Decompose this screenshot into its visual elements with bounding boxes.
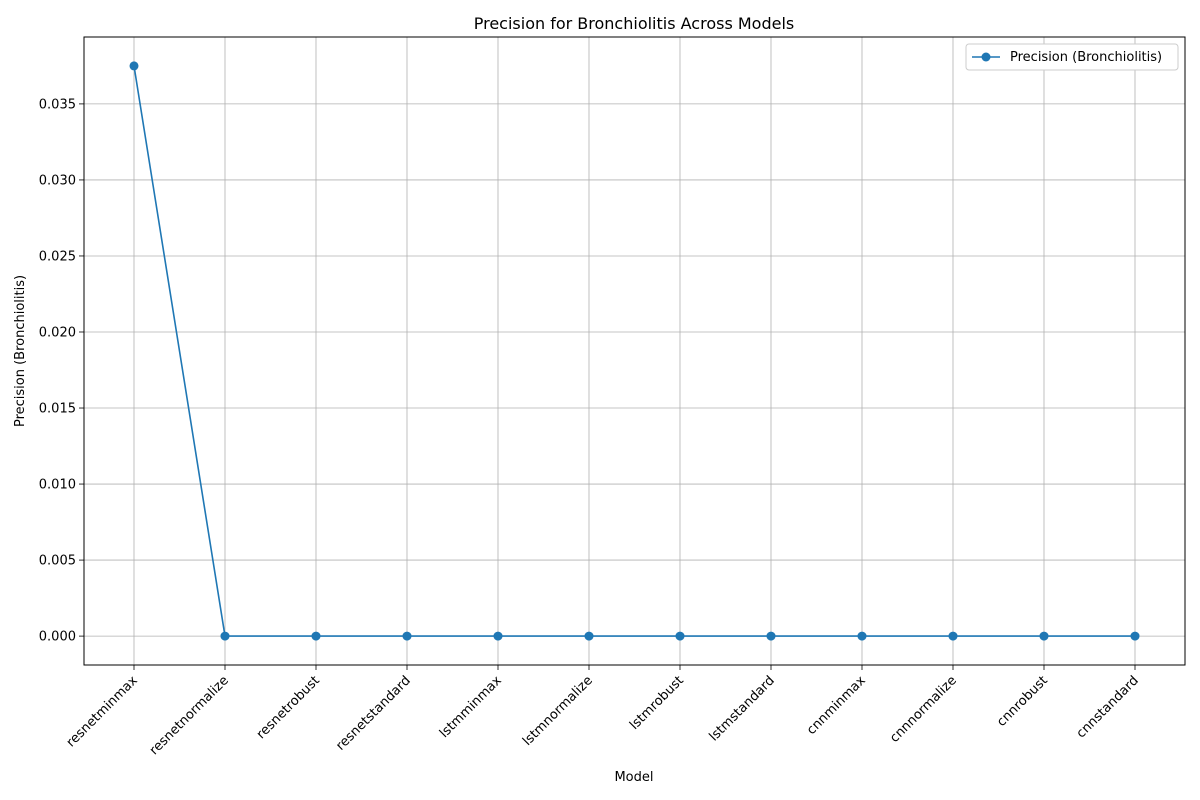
chart-title: Precision for Bronchiolitis Across Model… <box>474 14 795 33</box>
y-tick-label: 0.030 <box>39 173 76 188</box>
series-line <box>133 65 1135 637</box>
legend: Precision (Bronchiolitis) <box>965 43 1179 71</box>
data-point-lstmrobust <box>675 631 685 641</box>
data-point-cnnminmax <box>857 631 867 641</box>
y-tick-label: 0.010 <box>39 478 76 493</box>
data-point-resnetrobust <box>311 631 321 641</box>
data-point-cnnstandard <box>1130 631 1140 641</box>
x-axis-label: Model <box>614 770 653 785</box>
series-layer <box>129 61 1140 641</box>
data-point-cnnrobust <box>1039 631 1049 641</box>
data-point-cnnnormalize <box>948 631 958 641</box>
data-point-lstmminmax <box>493 631 503 641</box>
legend-box <box>965 43 1179 71</box>
data-point-lstmstandard <box>766 631 776 641</box>
data-point-resnetminmax <box>129 61 139 71</box>
y-tick-label: 0.025 <box>39 249 76 264</box>
y-tick-label: 0.005 <box>39 554 76 569</box>
data-point-lstmnormalize <box>584 631 594 641</box>
legend-marker-sample <box>981 52 991 62</box>
data-point-resnetstandard <box>402 631 412 641</box>
y-tick-label: 0.000 <box>39 630 76 645</box>
y-tick-label: 0.015 <box>39 402 76 417</box>
y-tick-label: 0.035 <box>39 97 76 112</box>
y-tick-label: 0.020 <box>39 325 76 340</box>
legend-label: Precision (Bronchiolitis) <box>1010 50 1162 65</box>
data-point-resnetnormalize <box>220 631 230 641</box>
y-axis-label: Precision (Bronchiolitis) <box>13 275 28 427</box>
y-axis-ticks: 0.000 0.005 0.010 0.015 0.020 0.025 0.030 0.035 <box>39 97 84 645</box>
plot-area-frame <box>83 36 1186 666</box>
